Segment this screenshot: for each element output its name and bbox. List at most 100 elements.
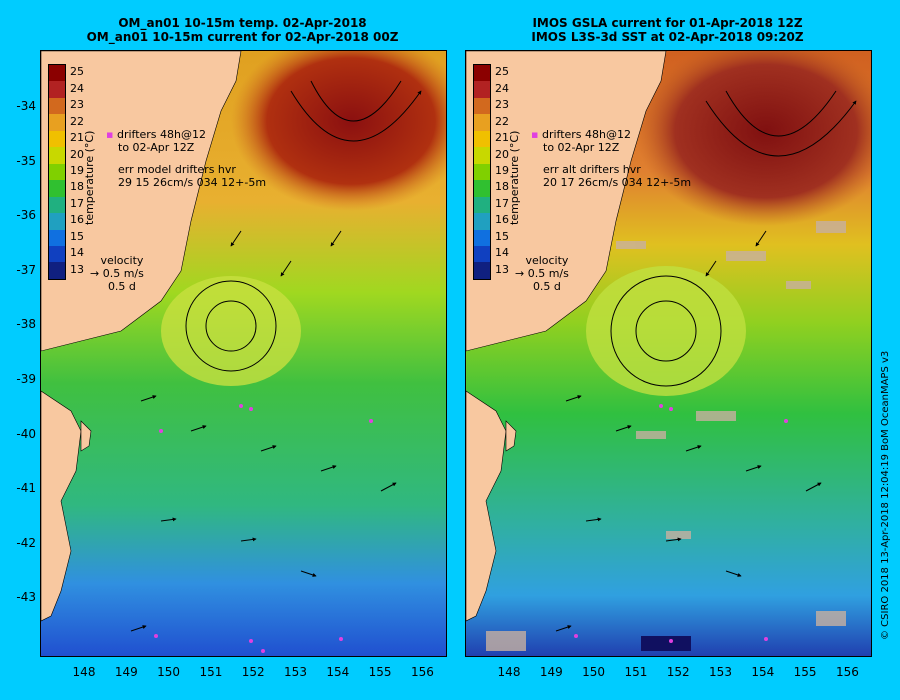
colorbar-swatch bbox=[474, 147, 490, 164]
lat-tick-label: -35 bbox=[16, 153, 36, 168]
right-title-line2: IMOS L3S-3d SST at 02-Apr-2018 09:20Z bbox=[531, 30, 804, 44]
colorbar-tick-label: 25 bbox=[495, 65, 509, 79]
colorbar-swatch bbox=[474, 163, 490, 181]
colorbar-tick-label: 17 bbox=[70, 196, 84, 210]
right-island bbox=[505, 420, 517, 452]
lon-tick-label: 156 bbox=[835, 665, 859, 679]
left-warm-eddy bbox=[231, 51, 446, 211]
left-current-vectors bbox=[130, 80, 422, 632]
left-title-line2: OM_an01 10-15m current for 02-Apr-2018 0… bbox=[86, 30, 399, 44]
lat-tick-label: -40 bbox=[16, 426, 36, 441]
lon-tick-label: 149 bbox=[539, 665, 563, 679]
left-island bbox=[80, 420, 92, 452]
colorbar-tick-label: 15 bbox=[70, 229, 84, 243]
left-velocity-legend: velocity → 0.5 m/s 0.5 d bbox=[90, 254, 144, 293]
right-velocity-speed: 0.5 m/s bbox=[527, 267, 569, 280]
colorbar-swatch bbox=[49, 97, 65, 115]
colorbar-swatch bbox=[474, 114, 490, 131]
colorbar-swatch bbox=[49, 245, 65, 263]
left-tasmania bbox=[41, 390, 82, 622]
lon-tick-label: 154 bbox=[326, 665, 350, 679]
lon-tick-label: 156 bbox=[410, 665, 434, 679]
left-title: OM_an01 10-15m temp. 02-Apr-2018 OM_an01… bbox=[40, 16, 445, 44]
colorbar-swatch bbox=[474, 229, 490, 246]
lon-tick-label: 151 bbox=[199, 665, 223, 679]
colorbar-tick-label: 13 bbox=[495, 262, 509, 276]
right-colorbar bbox=[473, 64, 491, 280]
right-map-panel[interactable] bbox=[465, 50, 872, 657]
colorbar-swatch bbox=[474, 97, 490, 115]
colorbar-swatch bbox=[474, 130, 490, 148]
colorbar-tick-label: 23 bbox=[70, 98, 84, 112]
right-cold-patch bbox=[641, 636, 691, 651]
lon-tick-label: 148 bbox=[497, 665, 521, 679]
right-drifters-line1: drifters 48h@12 bbox=[541, 128, 632, 141]
right-velocity-arrow: → bbox=[515, 267, 525, 280]
right-title: IMOS GSLA current for 01-Apr-2018 12Z IM… bbox=[465, 16, 870, 44]
lon-tick-label: 151 bbox=[624, 665, 648, 679]
left-velocity-label: velocity bbox=[100, 254, 144, 267]
colorbar-tick-label: 19 bbox=[495, 164, 509, 177]
colorbar-tick-label: 20 bbox=[70, 147, 84, 161]
left-err-line1: err model drifters hvr bbox=[118, 163, 236, 176]
colorbar-swatch bbox=[49, 196, 65, 214]
lat-tick-label: -39 bbox=[16, 372, 36, 386]
left-velocity-arrow: → bbox=[90, 267, 100, 280]
colorbar-swatch bbox=[474, 65, 490, 82]
left-map-panel[interactable] bbox=[40, 50, 447, 657]
lat-tick-label: -34 bbox=[16, 99, 36, 113]
right-drifters bbox=[574, 404, 788, 643]
right-velocity-label: velocity bbox=[525, 254, 569, 267]
colorbar-tick-label: 17 bbox=[495, 196, 509, 210]
colorbar-tick-label: 14 bbox=[70, 246, 84, 260]
colorbar-tick-label: 18 bbox=[70, 180, 84, 194]
colorbar-tick-label: 15 bbox=[495, 229, 509, 243]
right-colorbar-title: temperature (°C) bbox=[508, 130, 521, 225]
right-drifters-note: ▪ drifters 48h@12 to 02-Apr 12Z bbox=[531, 128, 632, 154]
left-land-coast bbox=[41, 51, 242, 352]
colorbar-swatch bbox=[49, 65, 65, 82]
colorbar-swatch bbox=[49, 262, 65, 279]
lon-tick-label: 152 bbox=[241, 665, 265, 679]
colorbar-tick-label: 22 bbox=[495, 114, 509, 128]
lon-tick-label: 153 bbox=[284, 665, 307, 679]
colorbar-tick-label: 19 bbox=[70, 164, 84, 177]
colorbar-swatch bbox=[474, 262, 490, 279]
colorbar-swatch bbox=[49, 147, 65, 164]
lon-tick-label: 148 bbox=[72, 665, 96, 679]
lat-tick-label: -36 bbox=[16, 208, 36, 223]
right-err-line2: 20 17 26cm/s 034 12+-5m bbox=[543, 176, 692, 189]
left-colorbar bbox=[48, 64, 66, 280]
lat-tick-label: -43 bbox=[16, 590, 36, 605]
right-map bbox=[466, 51, 871, 656]
lat-tick-label: -38 bbox=[16, 317, 36, 332]
colorbar-tick-label: 23 bbox=[495, 98, 509, 112]
credit-text: © CSIRO 2018 13-Apr-2018 12:04:19 BoM Oc… bbox=[880, 350, 891, 640]
colorbar-swatch bbox=[49, 114, 65, 131]
colorbar-tick-label: 21 bbox=[495, 131, 509, 145]
left-cold-eddy bbox=[161, 276, 301, 386]
right-velocity-legend: velocity → 0.5 m/s 0.5 d bbox=[515, 254, 569, 293]
colorbar-tick-label: 20 bbox=[495, 147, 509, 161]
left-drifters-note: ▪ drifters 48h@12 to 02-Apr 12Z bbox=[106, 128, 207, 154]
right-warm-eddy bbox=[636, 51, 871, 226]
colorbar-tick-label: 16 bbox=[70, 213, 84, 227]
right-tasmania bbox=[466, 390, 507, 622]
lon-tick-label: 150 bbox=[157, 665, 181, 679]
right-drifters-line2: to 02-Apr 12Z bbox=[543, 141, 620, 154]
colorbar-tick-label: 18 bbox=[495, 180, 509, 194]
colorbar-swatch bbox=[474, 213, 490, 230]
left-velocity-speed: 0.5 m/s bbox=[102, 267, 144, 280]
lon-tick-label: 152 bbox=[666, 665, 690, 679]
lon-tick-label: 150 bbox=[582, 665, 606, 679]
colorbar-swatch bbox=[474, 245, 490, 263]
colorbar-swatch bbox=[474, 196, 490, 214]
colorbar-swatch bbox=[474, 180, 490, 197]
colorbar-swatch bbox=[49, 81, 65, 98]
colorbar-swatch bbox=[49, 180, 65, 197]
colorbar-swatch bbox=[49, 163, 65, 181]
lat-tick-label: -42 bbox=[16, 535, 36, 550]
colorbar-tick-label: 14 bbox=[495, 246, 509, 260]
right-land-coast bbox=[466, 51, 667, 352]
right-err-line1: err alt drifters hvr bbox=[543, 163, 641, 176]
